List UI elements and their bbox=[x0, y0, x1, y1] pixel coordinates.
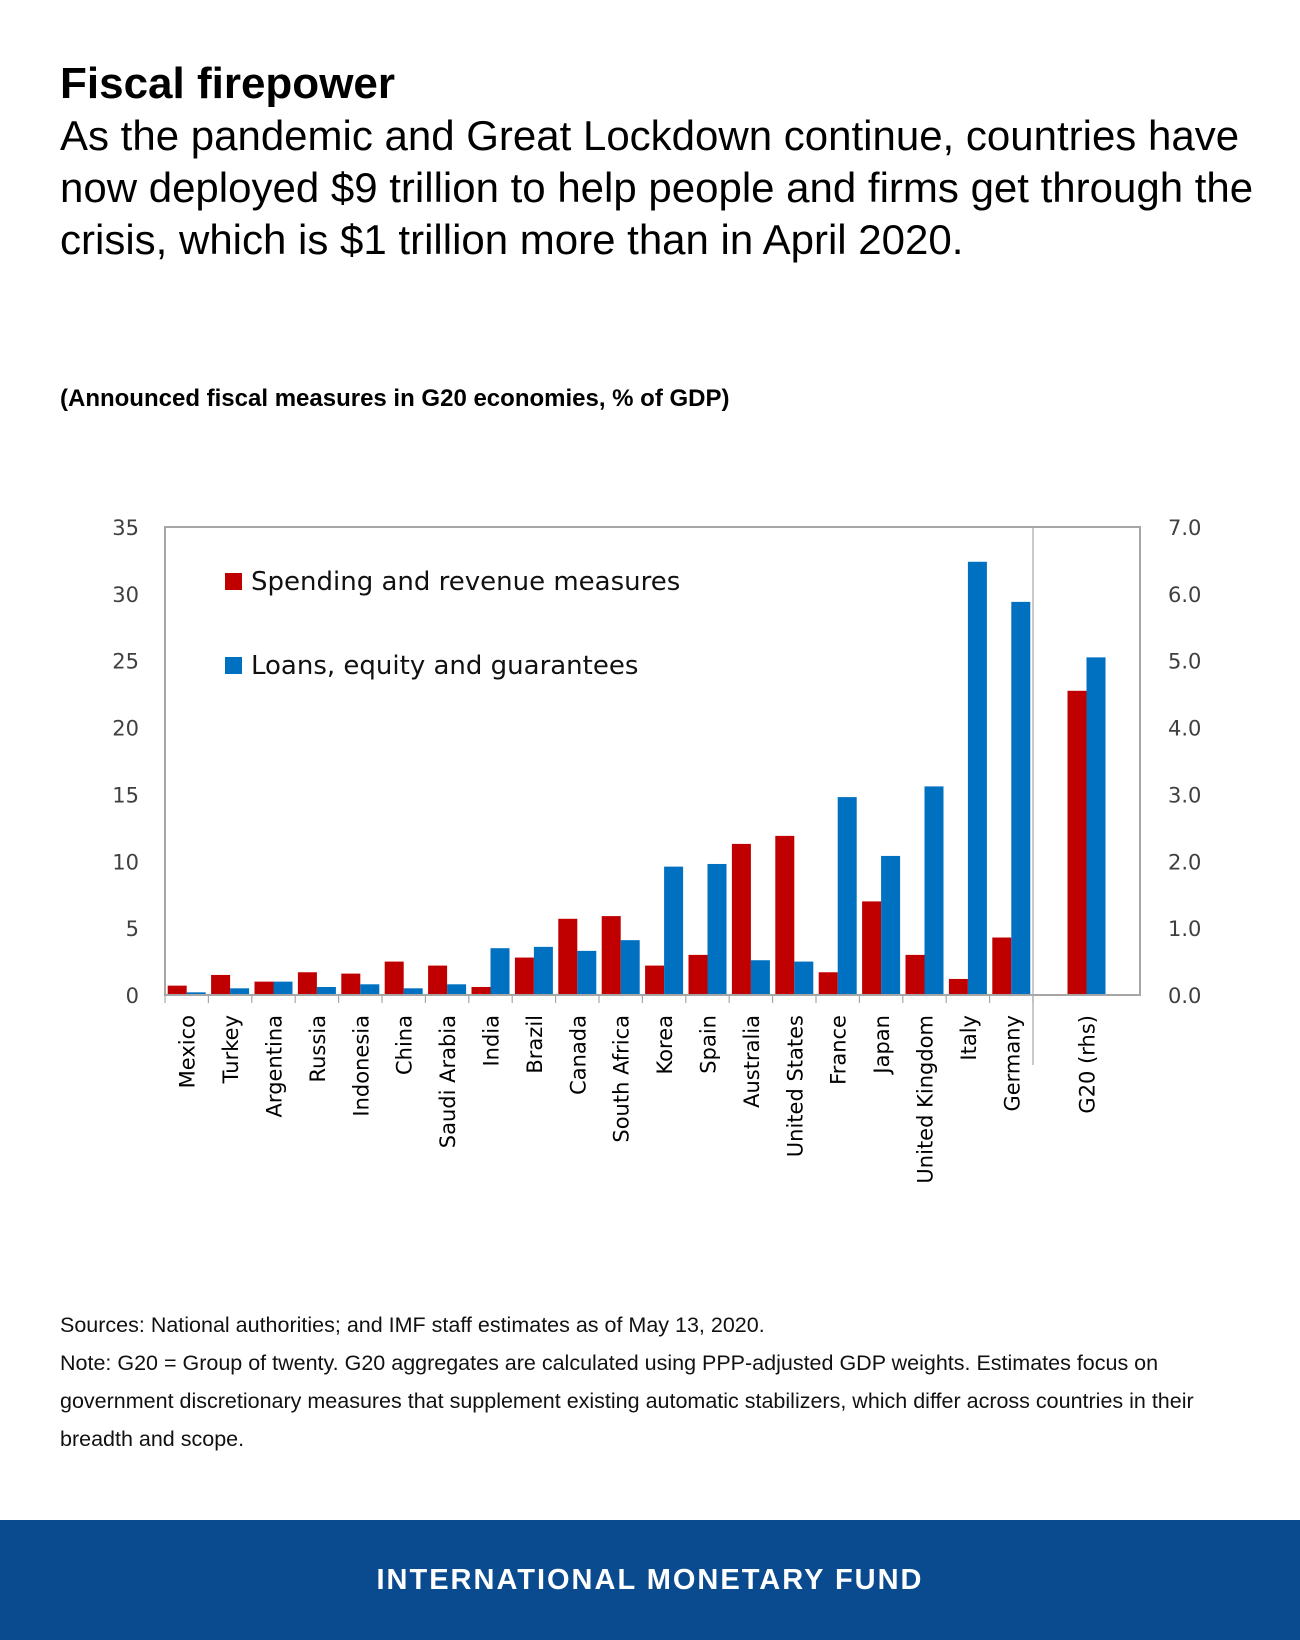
chart-subtitle: (Announced fiscal measures in G20 econom… bbox=[60, 385, 730, 412]
left-tick-label: 5 bbox=[126, 917, 139, 941]
bar-spending bbox=[167, 985, 187, 995]
footnote: Note: G20 = Group of twenty. G20 aggrega… bbox=[60, 1351, 1194, 1451]
bar-spending bbox=[558, 918, 578, 995]
bar-loans bbox=[837, 797, 857, 995]
category-label: United Kingdom bbox=[914, 1015, 938, 1184]
bar-g20-loans bbox=[1086, 657, 1106, 995]
category-label: Canada bbox=[566, 1015, 590, 1095]
page-title: Fiscal firepower bbox=[60, 59, 396, 108]
bar-spending bbox=[862, 901, 882, 995]
right-tick-label: 5.0 bbox=[1168, 650, 1201, 674]
bar-spending bbox=[731, 843, 751, 995]
category-label: Mexico bbox=[176, 1015, 200, 1088]
bar-spending bbox=[905, 954, 925, 995]
bar-spending bbox=[297, 972, 317, 995]
right-tick-label: 1.0 bbox=[1168, 917, 1201, 941]
right-tick-label: 3.0 bbox=[1168, 783, 1201, 807]
category-label: Korea bbox=[653, 1015, 677, 1075]
bar-loans bbox=[707, 863, 727, 995]
bar-spending bbox=[775, 835, 795, 995]
footer-logo-text: INTERNATIONAL MONETARY FUND bbox=[376, 1563, 924, 1596]
category-label: Japan bbox=[870, 1015, 894, 1076]
bar-spending bbox=[514, 957, 534, 995]
category-label-g20: G20 (rhs) bbox=[1076, 1015, 1100, 1114]
left-tick-label: 25 bbox=[112, 650, 139, 674]
category-label: Australia bbox=[740, 1015, 764, 1108]
bar-spending bbox=[428, 965, 448, 995]
right-tick-label: 6.0 bbox=[1168, 583, 1201, 607]
category-label: India bbox=[480, 1015, 504, 1067]
legend-label: Spending and revenue measures bbox=[251, 567, 680, 597]
bar-loans bbox=[664, 866, 684, 995]
bar-loans bbox=[967, 561, 987, 995]
bar-g20-spending bbox=[1067, 690, 1087, 995]
footer-banner: INTERNATIONAL MONETARY FUND bbox=[0, 1520, 1300, 1640]
axes-layer: 0 5 10 15 20 25 30 35 0.0 1.0 2.0 3.0 4.0 5.0 6.0 7.0 Me… bbox=[112, 516, 1201, 1184]
right-tick-label: 4.0 bbox=[1168, 717, 1201, 741]
category-label: Germany bbox=[1000, 1015, 1024, 1112]
left-tick-label: 15 bbox=[112, 783, 139, 807]
bar-spending bbox=[471, 986, 491, 995]
bar-loans bbox=[794, 961, 814, 995]
legend-swatch bbox=[225, 573, 242, 590]
category-label: Turkey bbox=[219, 1015, 243, 1084]
bar-loans bbox=[750, 960, 770, 995]
bars-layer bbox=[167, 561, 1106, 995]
category-label: Italy bbox=[957, 1015, 981, 1061]
left-tick-label: 10 bbox=[112, 850, 139, 874]
category-label: Saudi Arabia bbox=[436, 1015, 460, 1148]
bar-loans bbox=[620, 940, 640, 995]
left-tick-label: 20 bbox=[112, 717, 139, 741]
bar-loans bbox=[490, 948, 510, 995]
right-tick-label: 7.0 bbox=[1168, 516, 1201, 540]
bar-loans bbox=[533, 946, 553, 995]
bar-loans bbox=[230, 988, 250, 995]
plot-frame bbox=[164, 526, 1141, 996]
bar-loans bbox=[577, 950, 597, 995]
bar-spending bbox=[645, 965, 665, 995]
bar-loans bbox=[403, 988, 423, 995]
bar-spending bbox=[992, 937, 1012, 995]
category-label: France bbox=[827, 1015, 851, 1085]
category-label: Indonesia bbox=[349, 1015, 373, 1117]
category-label: Spain bbox=[697, 1015, 721, 1074]
bar-loans bbox=[273, 981, 293, 995]
left-tick-label: 30 bbox=[112, 583, 139, 607]
bar-loans bbox=[447, 984, 467, 995]
bar-loans bbox=[316, 986, 336, 995]
bar-chart: 0 5 10 15 20 25 30 35 0.0 1.0 2.0 3.0 4.0 5.0 6.0 7.0 Me… bbox=[112, 516, 1201, 1184]
bar-spending bbox=[211, 974, 231, 995]
right-tick-label: 2.0 bbox=[1168, 850, 1201, 874]
bar-loans bbox=[1011, 601, 1031, 995]
legend-label: Loans, equity and guarantees bbox=[251, 651, 638, 681]
legend: Spending and revenue measures Loans, equi… bbox=[225, 567, 680, 681]
headline: As the pandemic and Great Lockdown conti… bbox=[60, 112, 1254, 263]
legend-swatch bbox=[225, 657, 242, 674]
category-label: South Africa bbox=[610, 1015, 634, 1143]
bar-loans bbox=[924, 786, 944, 995]
bar-spending bbox=[601, 916, 621, 995]
left-tick-label: 0 bbox=[126, 984, 139, 1008]
left-tick-label: 35 bbox=[112, 516, 139, 540]
bar-spending bbox=[948, 978, 968, 995]
right-tick-label: 0.0 bbox=[1168, 984, 1201, 1008]
bar-spending bbox=[818, 972, 838, 995]
bar-spending bbox=[688, 954, 708, 995]
bar-spending bbox=[384, 961, 404, 995]
category-label: Argentina bbox=[263, 1015, 287, 1117]
sources-note: Sources: National authorities; and IMF s… bbox=[60, 1313, 765, 1337]
chart-notes: Sources: National authorities; and IMF s… bbox=[60, 1306, 1250, 1458]
category-label: Russia bbox=[306, 1015, 330, 1083]
category-label: Brazil bbox=[523, 1015, 547, 1074]
bar-spending bbox=[341, 973, 361, 995]
category-label: China bbox=[393, 1015, 417, 1075]
header: Fiscal firepower As the pandemic and Gre… bbox=[60, 58, 1260, 266]
bar-spending bbox=[254, 981, 274, 995]
bar-loans bbox=[360, 984, 380, 995]
bar-loans bbox=[186, 992, 206, 995]
bar-loans bbox=[881, 855, 901, 995]
category-label: United States bbox=[783, 1015, 807, 1157]
